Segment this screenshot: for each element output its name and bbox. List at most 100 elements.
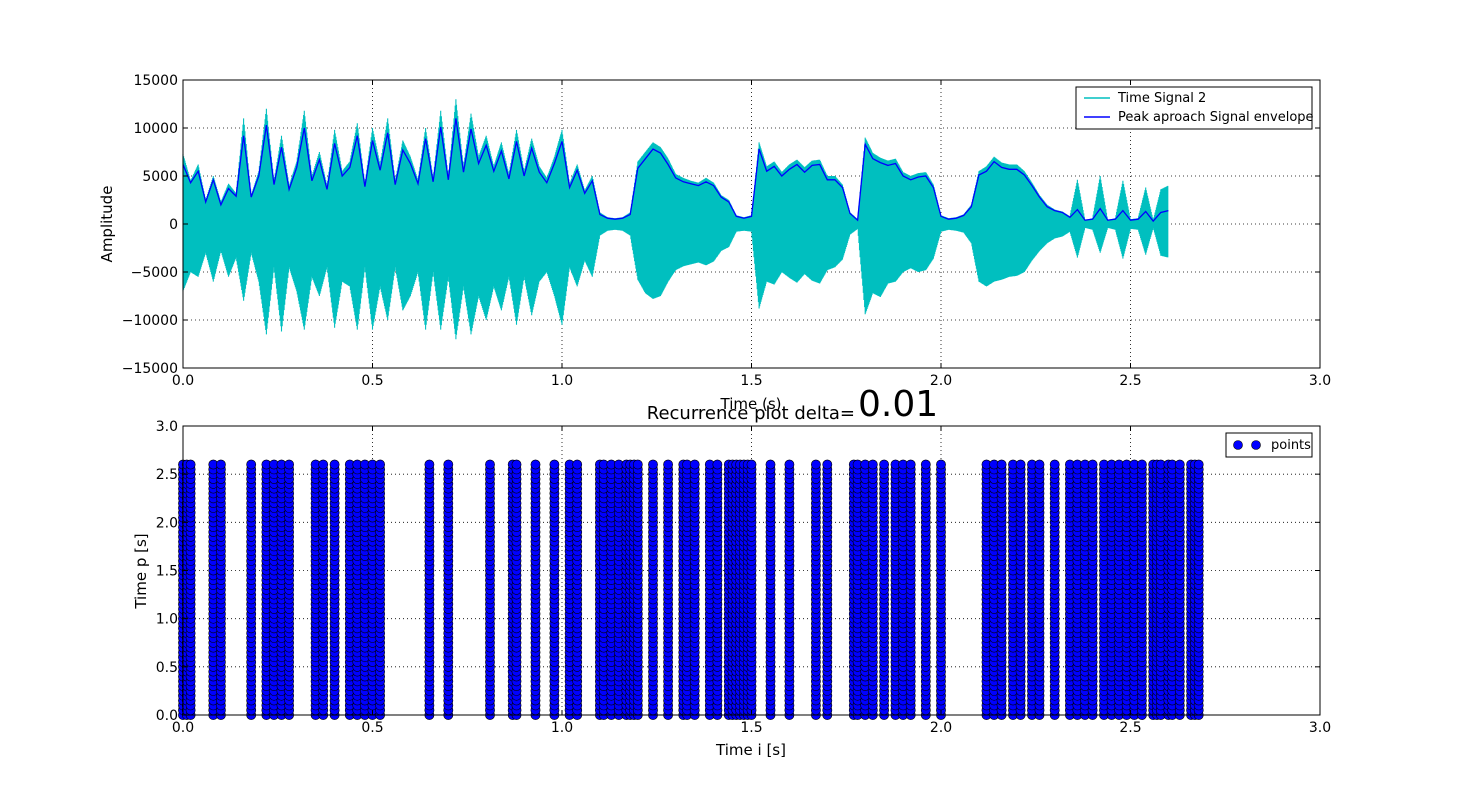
envelope-line [182,118,1169,223]
recurrence-column [1193,459,1204,720]
signal-line [182,99,1169,340]
recurrence-point [1015,459,1026,470]
recurrence-ytick-label: 0.0 [156,708,178,724]
recurrence-column [936,459,946,720]
recurrence-ytick-label: 0.5 [156,660,178,676]
recurrence-point [485,459,495,470]
recurrence-column [185,459,196,720]
recurrence-column [867,459,878,720]
signal-plot-ticks: 0.0 0.5 1.0 1.5 2.0 2.5 3.0150001000050000−500… [122,73,1331,389]
recurrence-plot: Recurrence plot delta= 0.01 0.0 0.5 1.0 1.5… [132,384,1331,759]
recurrence-column [1034,459,1045,720]
recurrence-point [443,459,454,470]
recurrence-xtick-label: 3.0 [1309,720,1331,736]
recurrence-point [185,459,196,470]
recurrence-xtick-label: 1.0 [551,720,573,736]
recurrence-point [784,459,795,470]
signal-ytick-label: −5000 [131,265,178,281]
recurrence-point [920,459,931,470]
recurrence-column [784,459,795,720]
signal-xtick-label: 0.0 [172,373,194,389]
recurrence-column [765,459,776,720]
signal-ytick-label: −10000 [122,313,178,329]
recurrence-column [310,459,321,720]
recurrence-plot-xlabel: Time i [s] [715,741,786,759]
legend-label-points: points [1271,438,1311,453]
recurrence-column [879,459,889,720]
recurrence-point [1049,459,1060,470]
legend-marker-points-1 [1233,440,1243,450]
signal-plot-data [182,99,1169,340]
recurrence-ytick-label: 1.0 [156,612,178,628]
signal-xtick-label: 3.0 [1309,373,1331,389]
recurrence-point [1193,459,1204,470]
recurrence-point [572,459,583,470]
recurrence-plot-legend: points [1225,432,1313,458]
recurrence-ytick-label: 2.0 [156,515,178,531]
recurrence-xtick-label: 2.5 [1119,720,1141,736]
recurrence-point [867,459,878,470]
recurrence-point [905,459,916,470]
recurrence-column [549,459,560,720]
recurrence-point [648,459,658,470]
recurrence-column [208,459,219,720]
recurrence-xtick-label: 1.5 [740,720,762,736]
recurrence-point [424,459,435,470]
recurrence-point [511,459,522,470]
recurrence-point [530,459,541,470]
recurrence-column [269,459,279,720]
recurrence-column [811,459,821,720]
signal-ytick-label: 10000 [133,121,178,137]
recurrence-point [632,459,643,470]
signal-xtick-label: 1.5 [740,373,762,389]
recurrence-column [375,459,385,720]
signal-plot-ylabel: Amplitude [98,186,116,263]
recurrence-ytick-label: 1.5 [156,564,178,580]
recurrence-xtick-label: 0.5 [361,720,383,736]
recurrence-plot-title-label: Recurrence plot delta= [647,403,855,424]
recurrence-point [996,459,1007,470]
recurrence-point [822,459,833,470]
recurrence-point [765,459,776,470]
recurrence-column [632,459,643,720]
signal-plot: 0.0 0.5 1.0 1.5 2.0 2.5 3.0150001000050000−500… [98,73,1331,413]
recurrence-xtick-label: 2.0 [930,720,952,736]
recurrence-ytick-label: 3.0 [156,419,178,435]
recurrence-point [1174,459,1185,470]
signal-plot-legend-box [1075,86,1313,130]
recurrence-column [648,459,658,720]
recurrence-column [318,459,329,720]
recurrence-column [689,459,700,720]
recurrence-column [485,459,495,720]
signal-xtick-label: 0.5 [361,373,383,389]
recurrence-column [367,459,378,720]
recurrence-point [375,459,385,470]
recurrence-column [746,459,757,720]
recurrence-point [246,459,257,470]
recurrence-column [572,459,583,720]
recurrence-point [1034,459,1045,470]
recurrence-point [746,459,757,470]
recurrence-ytick-label: 2.5 [156,467,178,483]
recurrence-point [329,459,340,470]
recurrence-column [920,459,931,720]
signal-xtick-label: 1.0 [551,373,573,389]
signal-xtick-label: 2.0 [930,373,952,389]
legend-label-envelope: Peak aproach Signal envelope [1118,110,1314,125]
recurrence-column [443,459,454,720]
recurrence-column [424,459,435,720]
recurrence-column [359,459,370,720]
signal-ytick-label: 15000 [133,73,178,89]
recurrence-point [712,459,723,470]
recurrence-point [879,459,889,470]
recurrence-column [905,459,916,720]
legend-marker-points-2 [1251,440,1261,450]
recurrence-column [215,459,226,720]
recurrence-column [712,459,723,720]
recurrence-column [1174,459,1185,720]
recurrence-point [689,459,700,470]
signal-ytick-label: 0 [169,217,178,233]
recurrence-column [276,459,287,720]
recurrence-point [811,459,821,470]
recurrence-column [1049,459,1060,720]
